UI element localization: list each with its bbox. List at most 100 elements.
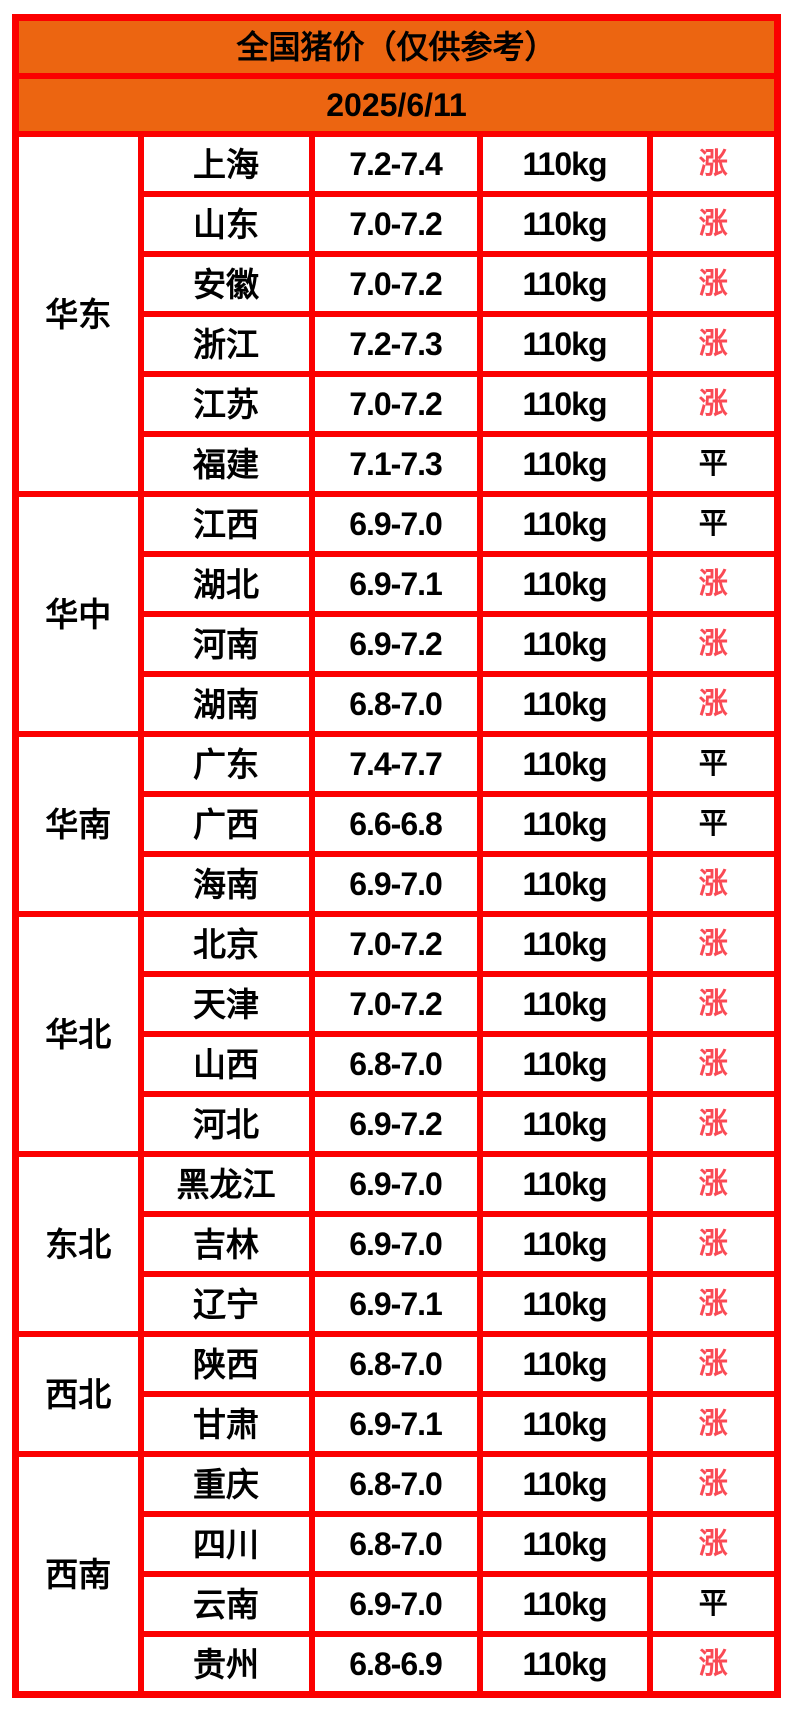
province-cell: 重庆 (137, 1451, 315, 1517)
province-cell: 江苏 (137, 371, 315, 437)
weight-cell: 110kg (476, 1571, 653, 1637)
price-row: 湖南 6.8-7.0 110kg 涨 (16, 671, 781, 737)
weight-cell: 110kg (476, 1091, 653, 1157)
price-row: 贵州 6.8-6.9 110kg 涨 (16, 1631, 781, 1698)
date-label: 2025/6/11 (12, 73, 781, 137)
price-cell: 6.8-7.0 (308, 671, 483, 737)
weight-cell: 110kg (476, 911, 653, 977)
price-cell: 6.9-7.0 (308, 1211, 483, 1277)
price-cell: 6.9-7.1 (308, 1391, 483, 1457)
province-cell: 天津 (137, 971, 315, 1037)
weight-cell: 110kg (476, 431, 653, 497)
status-cell: 涨 (646, 1331, 781, 1397)
table-date-row: 2025/6/11 (12, 73, 781, 137)
price-cell: 6.8-6.9 (308, 1631, 483, 1698)
weight-cell: 110kg (476, 1631, 653, 1698)
status-cell: 涨 (646, 311, 781, 377)
price-row: 天津 7.0-7.2 110kg 涨 (16, 971, 781, 1037)
page-title: 全国猪价（仅供参考） (12, 14, 781, 79)
status-cell: 涨 (646, 1091, 781, 1157)
province-cell: 上海 (137, 131, 315, 197)
weight-cell: 110kg (476, 1511, 653, 1577)
province-cell: 江西 (137, 491, 315, 557)
price-row: 河南 6.9-7.2 110kg 涨 (16, 611, 781, 677)
province-cell: 河南 (137, 611, 315, 677)
status-cell: 涨 (646, 1271, 781, 1337)
weight-cell: 110kg (476, 1391, 653, 1457)
weight-cell: 110kg (476, 191, 653, 257)
price-cell: 6.9-7.2 (308, 1091, 483, 1157)
pig-price-table: 全国猪价（仅供参考） 2025/6/11 华东 上海 7.2-7.4 110kg 涨山东… (12, 14, 782, 1698)
status-cell: 涨 (646, 1031, 781, 1097)
status-cell: 涨 (646, 251, 781, 317)
weight-cell: 110kg (476, 851, 653, 917)
region-cell: 华东 (12, 131, 144, 497)
table-title-row: 全国猪价（仅供参考） (12, 14, 781, 79)
price-row: 海南 6.9-7.0 110kg 涨 (16, 851, 781, 917)
province-cell: 甘肃 (137, 1391, 315, 1457)
price-row: 山东 7.0-7.2 110kg 涨 (16, 191, 781, 257)
price-cell: 7.0-7.2 (308, 911, 483, 977)
weight-cell: 110kg (476, 1451, 653, 1517)
weight-cell: 110kg (476, 551, 653, 617)
weight-cell: 110kg (476, 1031, 653, 1097)
weight-cell: 110kg (476, 1331, 653, 1397)
weight-cell: 110kg (476, 671, 653, 737)
status-cell: 平 (646, 431, 781, 497)
price-row: 安徽 7.0-7.2 110kg 涨 (16, 251, 781, 317)
status-cell: 涨 (646, 1631, 781, 1698)
province-cell: 山西 (137, 1031, 315, 1097)
price-cell: 6.9-7.2 (308, 611, 483, 677)
price-cell: 7.0-7.2 (308, 971, 483, 1037)
region-cell: 西南 (12, 1451, 144, 1698)
price-cell: 6.6-6.8 (308, 791, 483, 857)
weight-cell: 110kg (476, 1211, 653, 1277)
status-cell: 涨 (646, 191, 781, 257)
region-cell: 西北 (12, 1331, 144, 1457)
weight-cell: 110kg (476, 731, 653, 797)
weight-cell: 110kg (476, 1271, 653, 1337)
province-cell: 广西 (137, 791, 315, 857)
province-cell: 贵州 (137, 1631, 315, 1698)
price-row: 华中 江西 6.9-7.0 110kg 平 (12, 491, 781, 737)
price-row: 西北 陕西 6.8-7.0 110kg 涨 (12, 1331, 781, 1457)
price-row: 四川 6.8-7.0 110kg 涨 (16, 1511, 781, 1577)
price-cell: 7.1-7.3 (308, 431, 483, 497)
price-row: 西南 重庆 6.8-7.0 110kg 涨 (12, 1451, 781, 1698)
province-cell: 湖北 (137, 551, 315, 617)
province-cell: 浙江 (137, 311, 315, 377)
weight-cell: 110kg (476, 371, 653, 437)
price-row: 河北 6.9-7.2 110kg 涨 (16, 1091, 781, 1157)
price-cell: 6.9-7.0 (308, 1151, 483, 1217)
weight-cell: 110kg (476, 311, 653, 377)
price-cell: 6.8-7.0 (308, 1511, 483, 1577)
region-cell: 华北 (12, 911, 144, 1157)
price-row: 福建 7.1-7.3 110kg 平 (16, 431, 781, 497)
province-cell: 北京 (137, 911, 315, 977)
status-cell: 涨 (646, 551, 781, 617)
weight-cell: 110kg (476, 791, 653, 857)
status-cell: 涨 (646, 1451, 781, 1517)
status-cell: 涨 (646, 1211, 781, 1277)
price-cell: 6.9-7.0 (308, 1571, 483, 1637)
price-cell: 6.8-7.0 (308, 1451, 483, 1517)
price-row: 广西 6.6-6.8 110kg 平 (16, 791, 781, 857)
price-row: 吉林 6.9-7.0 110kg 涨 (16, 1211, 781, 1277)
region-cell: 华南 (12, 731, 144, 917)
price-cell: 6.9-7.1 (308, 551, 483, 617)
status-cell: 涨 (646, 671, 781, 737)
status-cell: 涨 (646, 131, 781, 197)
province-cell: 海南 (137, 851, 315, 917)
weight-cell: 110kg (476, 611, 653, 677)
province-cell: 四川 (137, 1511, 315, 1577)
price-row: 华东 上海 7.2-7.4 110kg 涨 (12, 131, 781, 497)
price-row: 华南 广东 7.4-7.7 110kg 平 (12, 731, 781, 917)
status-cell: 平 (646, 731, 781, 797)
price-cell: 7.0-7.2 (308, 251, 483, 317)
price-row: 华北 北京 7.0-7.2 110kg 涨 (12, 911, 781, 1157)
price-cell: 7.0-7.2 (308, 191, 483, 257)
province-cell: 安徽 (137, 251, 315, 317)
province-cell: 陕西 (137, 1331, 315, 1397)
status-cell: 平 (646, 1571, 781, 1637)
